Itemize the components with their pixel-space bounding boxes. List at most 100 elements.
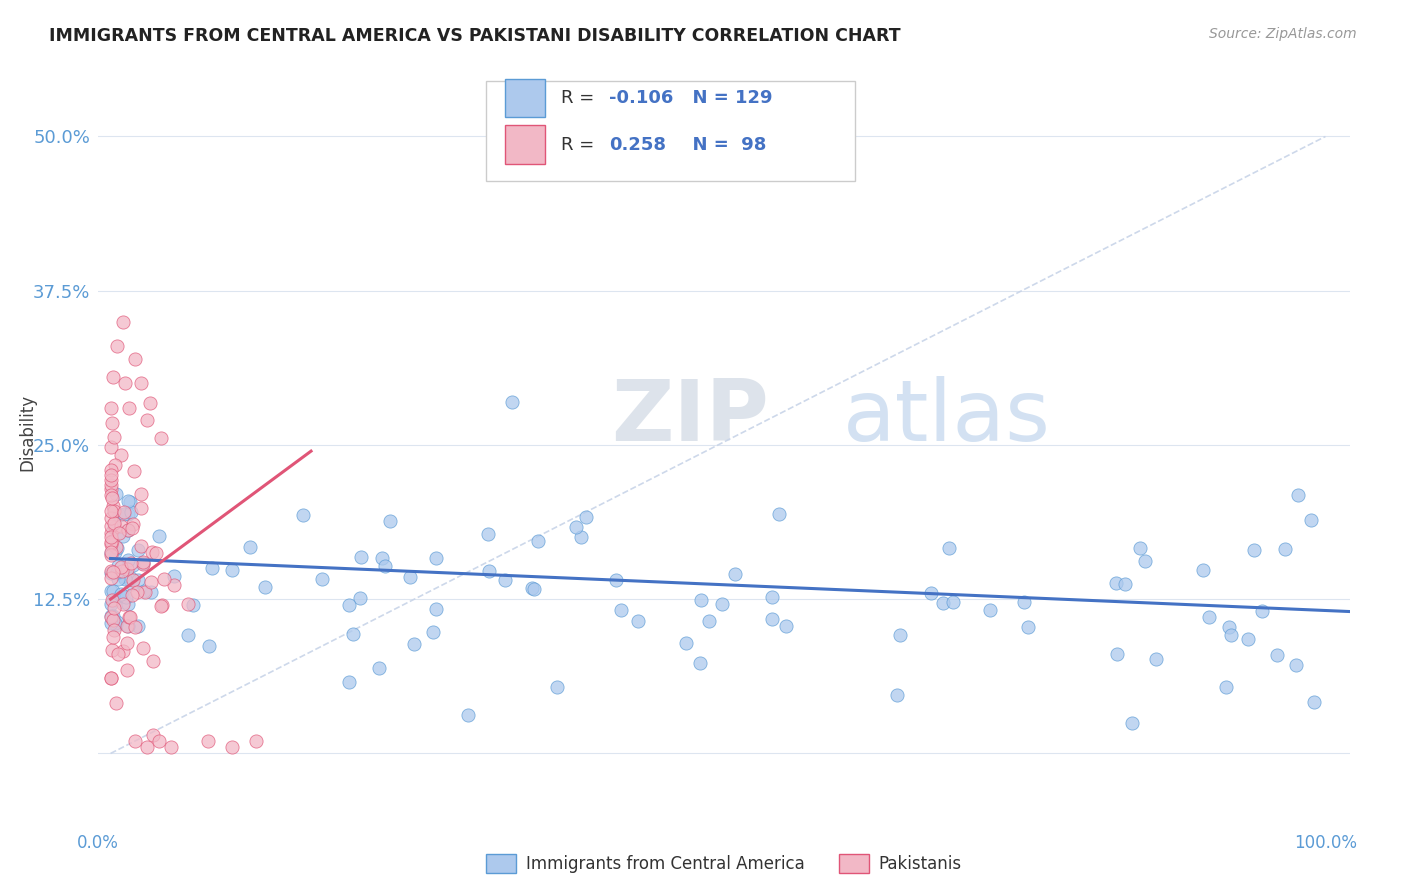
Point — [117, 523, 139, 537]
Point — [100, 488, 122, 502]
Point — [142, 654, 165, 668]
Point — [100, 572, 122, 586]
Point — [292, 508, 315, 523]
Point — [100, 535, 122, 549]
Point — [1243, 542, 1265, 557]
Point — [134, 585, 156, 599]
Point — [920, 586, 942, 600]
Point — [768, 507, 790, 521]
Point — [477, 527, 499, 541]
Point — [105, 339, 128, 353]
Point — [125, 585, 148, 599]
Point — [117, 508, 139, 522]
Point — [114, 572, 136, 586]
Point — [425, 551, 447, 566]
Point — [100, 537, 122, 551]
Point — [105, 565, 128, 579]
Point — [100, 546, 122, 560]
Point — [145, 546, 167, 560]
Point — [111, 595, 134, 609]
Point — [103, 623, 125, 637]
Point — [605, 574, 627, 588]
Point — [110, 564, 132, 578]
Point — [107, 524, 129, 539]
Point — [103, 600, 125, 615]
Text: 0.0%: 0.0% — [77, 834, 120, 852]
Point — [115, 590, 138, 604]
Point — [1121, 716, 1143, 731]
Point — [117, 619, 139, 633]
Point — [1219, 628, 1241, 642]
Legend: Immigrants from Central America, Pakistanis: Immigrants from Central America, Pakista… — [479, 847, 969, 880]
Point — [100, 483, 122, 497]
Point — [120, 505, 142, 519]
Point — [478, 565, 501, 579]
Point — [124, 620, 146, 634]
Point — [101, 592, 124, 607]
Point — [122, 464, 145, 478]
Point — [112, 597, 135, 611]
FancyBboxPatch shape — [505, 126, 546, 164]
Point — [367, 661, 389, 675]
Point — [100, 416, 122, 430]
Point — [1265, 648, 1288, 663]
Point — [111, 315, 134, 329]
Text: R =: R = — [561, 136, 606, 153]
Point — [101, 642, 124, 657]
Point — [100, 608, 122, 623]
Point — [1144, 651, 1167, 665]
Point — [100, 610, 122, 624]
Point — [979, 603, 1001, 617]
FancyBboxPatch shape — [505, 78, 546, 117]
Point — [100, 478, 122, 492]
Point — [118, 609, 141, 624]
Point — [111, 644, 134, 658]
Point — [197, 734, 219, 748]
Point — [117, 618, 139, 632]
Point — [100, 519, 122, 533]
Point — [105, 487, 128, 501]
Point — [238, 540, 260, 554]
Point — [101, 500, 124, 514]
Point — [1105, 575, 1128, 590]
Point — [100, 504, 122, 518]
Point — [103, 614, 125, 628]
Point — [337, 675, 360, 690]
Point — [546, 681, 568, 695]
Point — [723, 567, 745, 582]
Point — [104, 616, 127, 631]
Text: R =: R = — [561, 89, 600, 107]
Point — [100, 533, 122, 548]
Point — [177, 628, 200, 642]
Point — [105, 591, 128, 606]
Point — [1198, 610, 1220, 624]
Point — [523, 582, 546, 596]
Point — [100, 548, 122, 562]
Point — [1237, 632, 1260, 647]
Point — [886, 688, 908, 702]
Point — [150, 431, 173, 445]
Point — [127, 573, 149, 587]
Text: N =  98: N = 98 — [681, 136, 766, 153]
Point — [136, 413, 159, 427]
Point — [371, 551, 394, 566]
Point — [100, 401, 122, 415]
Point — [118, 572, 141, 586]
Point — [609, 603, 631, 617]
Point — [112, 589, 135, 603]
Point — [520, 581, 543, 595]
Point — [148, 734, 170, 748]
Point — [100, 615, 122, 630]
Point — [107, 647, 129, 661]
Point — [501, 395, 523, 409]
Point — [374, 558, 396, 573]
Point — [110, 519, 132, 533]
Point — [699, 614, 721, 628]
Point — [627, 614, 650, 628]
Point — [121, 558, 143, 572]
Point — [142, 728, 165, 742]
Point — [775, 619, 797, 633]
Point — [132, 557, 155, 571]
Point — [569, 531, 592, 545]
Point — [129, 501, 152, 516]
